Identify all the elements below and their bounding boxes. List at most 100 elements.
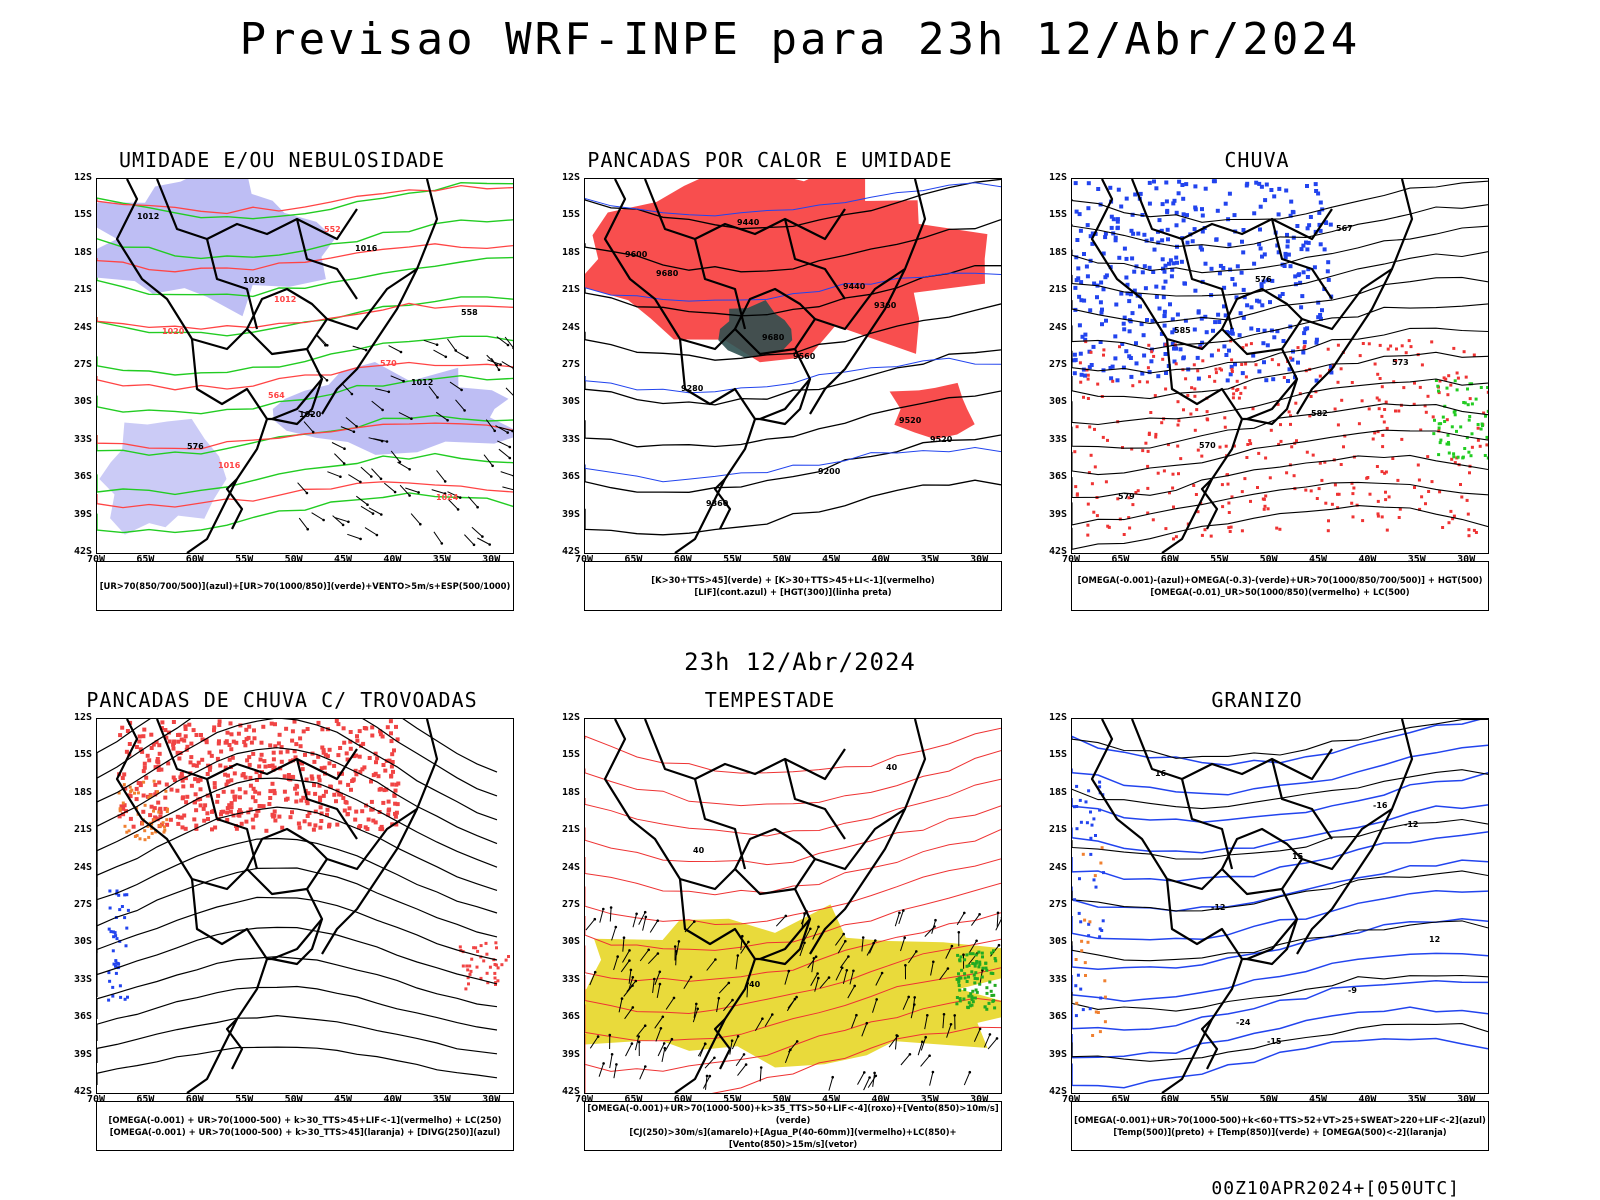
legend-box: [K>30+TTS>45](verde) + [K>30+TTS>45+LI<-… xyxy=(584,561,1002,611)
country-state-border xyxy=(271,918,324,966)
shaded-field-cell xyxy=(1209,353,1214,358)
shaded-field-cell xyxy=(1220,483,1224,487)
longitude-tick-label: 65W xyxy=(1111,1094,1130,1105)
shaded-field-cell xyxy=(121,801,125,805)
wind-vector xyxy=(298,517,309,531)
country-state-border xyxy=(1161,338,1244,553)
shaded-field-cell xyxy=(123,786,128,791)
shaded-field-cell xyxy=(1236,388,1240,391)
shaded-field-cell xyxy=(1099,280,1104,285)
country-state-border xyxy=(755,888,812,961)
wind-vector xyxy=(920,1054,931,1067)
shaded-field-cell xyxy=(1147,201,1152,206)
shaded-field-cell xyxy=(194,733,199,737)
latitude-tick-label: 30S xyxy=(1048,936,1067,948)
shaded-field-cell xyxy=(1445,386,1449,390)
shaded-field-cell xyxy=(146,824,150,828)
map-panel-2: PANCADAS POR CALOR E UMIDADE 12S 15S 18S 21S… xyxy=(540,148,1002,628)
shaded-field-cell xyxy=(1073,898,1077,902)
shaded-field-cell xyxy=(209,753,214,758)
shaded-field-cell xyxy=(1085,274,1090,279)
shaded-field-cell xyxy=(973,962,977,966)
shaded-field-cell xyxy=(1192,363,1196,367)
contour-line xyxy=(1072,225,1488,274)
country-state-border xyxy=(246,287,328,330)
shaded-field-cell xyxy=(1079,987,1083,991)
shaded-field-cell xyxy=(1249,305,1254,310)
shaded-field-cell xyxy=(1288,463,1292,467)
contour-value-label: 16 xyxy=(1155,769,1167,778)
shaded-field-cell xyxy=(1147,343,1151,347)
shaded-field-cell xyxy=(149,804,154,809)
shaded-field-cell xyxy=(123,893,127,897)
shaded-field-cell xyxy=(1436,384,1440,388)
shaded-field-cell xyxy=(294,799,299,804)
shaded-field-cell xyxy=(1444,377,1448,381)
shaded-field-cell xyxy=(165,810,169,813)
shaded-field-cell xyxy=(1339,463,1343,466)
shaded-field-cell xyxy=(1168,491,1171,495)
shaded-field-cell xyxy=(1326,347,1330,351)
longitude-tick-label: 30W xyxy=(1457,1094,1476,1105)
shaded-field-cell xyxy=(967,964,971,967)
shaded-field-cell xyxy=(475,965,479,969)
shaded-field-cell xyxy=(1160,238,1165,243)
shaded-field-cell xyxy=(1240,490,1244,494)
shaded-field-cell xyxy=(1472,528,1476,532)
shaded-field-cell xyxy=(1233,362,1237,367)
shaded-field-cell xyxy=(1438,490,1442,494)
shaded-field-cell xyxy=(1276,402,1280,406)
shaded-field-cell xyxy=(1296,360,1300,365)
shaded-field-cell xyxy=(1149,359,1154,364)
contour-line xyxy=(585,967,1001,1042)
shaded-field-cell xyxy=(1110,364,1115,369)
shaded-field-cell xyxy=(1113,334,1118,339)
wind-vector xyxy=(599,907,605,923)
shaded-field-cell xyxy=(1084,264,1089,269)
shaded-field-cell xyxy=(122,803,127,808)
shaded-field-cell xyxy=(1305,247,1310,252)
streamline xyxy=(97,985,498,1041)
shaded-field-cell xyxy=(1293,274,1298,279)
shaded-field-cell xyxy=(112,935,116,939)
wind-vector xyxy=(737,1063,748,1076)
shaded-field-cell xyxy=(1318,374,1322,378)
wind-vector xyxy=(811,957,816,973)
contour-line xyxy=(1072,980,1488,1031)
wind-vector xyxy=(332,515,345,527)
shaded-field-cell xyxy=(165,818,169,822)
shaded-field-cell xyxy=(1243,386,1247,390)
shaded-field-cell xyxy=(153,792,158,797)
longitude-tick-label: 55W xyxy=(235,1094,254,1105)
wind-vector xyxy=(505,387,513,396)
shaded-field-cell xyxy=(1479,427,1483,431)
shaded-field-cell xyxy=(1213,379,1217,383)
shaded-field-cell xyxy=(1200,229,1205,234)
shaded-field-cell xyxy=(217,719,222,724)
shaded-field-cell xyxy=(1198,344,1203,349)
wind-vector xyxy=(987,1037,999,1050)
shaded-field-cell xyxy=(1177,179,1182,184)
shaded-field-cell xyxy=(1184,182,1189,187)
shaded-field-cell xyxy=(390,782,395,787)
contour-value-label: 9440 xyxy=(843,282,866,291)
shaded-field-cell xyxy=(1098,935,1102,939)
legend-box: [OMEGA(-0.001) + UR>70(1000-500) + k>30_… xyxy=(96,1101,514,1151)
latitude-tick-label: 30S xyxy=(561,396,580,408)
shaded-field-cell xyxy=(1081,1008,1085,1012)
shaded-field-cell xyxy=(198,777,203,782)
shaded-field-cell xyxy=(970,1003,974,1007)
shaded-field-cell xyxy=(1174,223,1179,228)
shaded-field-cell xyxy=(1092,510,1096,514)
shaded-field-cell xyxy=(1081,852,1085,856)
legend-box: [OMEGA(-0.001)-(azul)+OMEGA(-0.3)-(verde… xyxy=(1071,561,1489,611)
shaded-field-cell xyxy=(1416,463,1420,467)
shaded-field-cell xyxy=(125,830,129,834)
shaded-field-cell xyxy=(1120,342,1125,346)
shaded-field-cell xyxy=(121,812,126,817)
shaded-field-cell xyxy=(1122,246,1127,251)
shaded-field-cell xyxy=(1162,313,1167,318)
map-area: 1012 1012 1012 1016 1016 1020 1020 1024 1028 570 5… xyxy=(96,178,514,554)
shaded-field-cell xyxy=(1160,257,1165,262)
shaded-field-cell xyxy=(1130,256,1135,261)
